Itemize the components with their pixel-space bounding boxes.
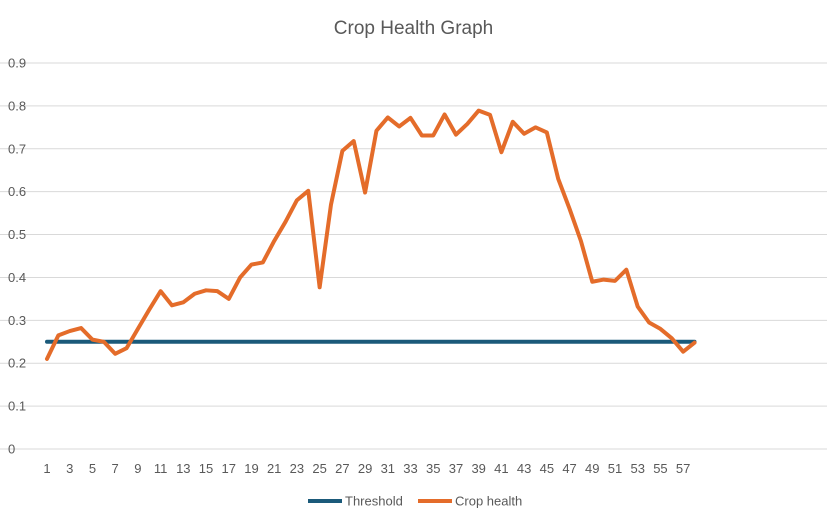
x-tick-label: 37 bbox=[449, 461, 463, 476]
x-tick-label: 25 bbox=[312, 461, 326, 476]
x-tick-label: 35 bbox=[426, 461, 440, 476]
x-tick-label: 1 bbox=[43, 461, 50, 476]
x-tick-label: 49 bbox=[585, 461, 599, 476]
x-tick-label: 15 bbox=[199, 461, 213, 476]
legend-label: Threshold bbox=[345, 494, 403, 509]
y-tick-label: 0.9 bbox=[8, 56, 26, 71]
y-tick-label: 0.5 bbox=[8, 227, 26, 242]
y-tick-label: 0.6 bbox=[8, 184, 26, 199]
y-tick-label: 0.8 bbox=[8, 98, 26, 113]
x-tick-label: 55 bbox=[653, 461, 667, 476]
y-tick-label: 0.7 bbox=[8, 141, 26, 156]
x-tick-label: 27 bbox=[335, 461, 349, 476]
x-tick-label: 17 bbox=[222, 461, 236, 476]
x-tick-label: 51 bbox=[608, 461, 622, 476]
x-tick-label: 41 bbox=[494, 461, 508, 476]
x-tick-label: 43 bbox=[517, 461, 531, 476]
y-tick-label: 0 bbox=[8, 442, 15, 457]
x-tick-label: 47 bbox=[562, 461, 576, 476]
x-tick-label: 57 bbox=[676, 461, 690, 476]
y-tick-label: 0.4 bbox=[8, 270, 26, 285]
x-tick-label: 11 bbox=[154, 461, 168, 476]
x-tick-label: 21 bbox=[267, 461, 281, 476]
x-tick-label: 23 bbox=[290, 461, 304, 476]
x-tick-label: 13 bbox=[176, 461, 190, 476]
x-tick-label: 29 bbox=[358, 461, 372, 476]
x-tick-label: 19 bbox=[244, 461, 258, 476]
x-tick-label: 5 bbox=[89, 461, 96, 476]
x-tick-label: 31 bbox=[381, 461, 395, 476]
x-tick-label: 3 bbox=[66, 461, 73, 476]
y-tick-label: 0.3 bbox=[8, 313, 26, 328]
series-line-crop-health bbox=[45, 108, 697, 361]
x-tick-label: 39 bbox=[471, 461, 485, 476]
x-tick-label: 7 bbox=[112, 461, 119, 476]
y-tick-label: 0.1 bbox=[8, 399, 26, 414]
x-tick-label: 9 bbox=[134, 461, 141, 476]
x-tick-label: 33 bbox=[403, 461, 417, 476]
legend-label: Crop health bbox=[455, 494, 522, 509]
x-tick-label: 53 bbox=[630, 461, 644, 476]
y-tick-label: 0.2 bbox=[8, 356, 26, 371]
chart-title: Crop Health Graph bbox=[333, 18, 494, 39]
x-tick-label: 45 bbox=[540, 461, 554, 476]
